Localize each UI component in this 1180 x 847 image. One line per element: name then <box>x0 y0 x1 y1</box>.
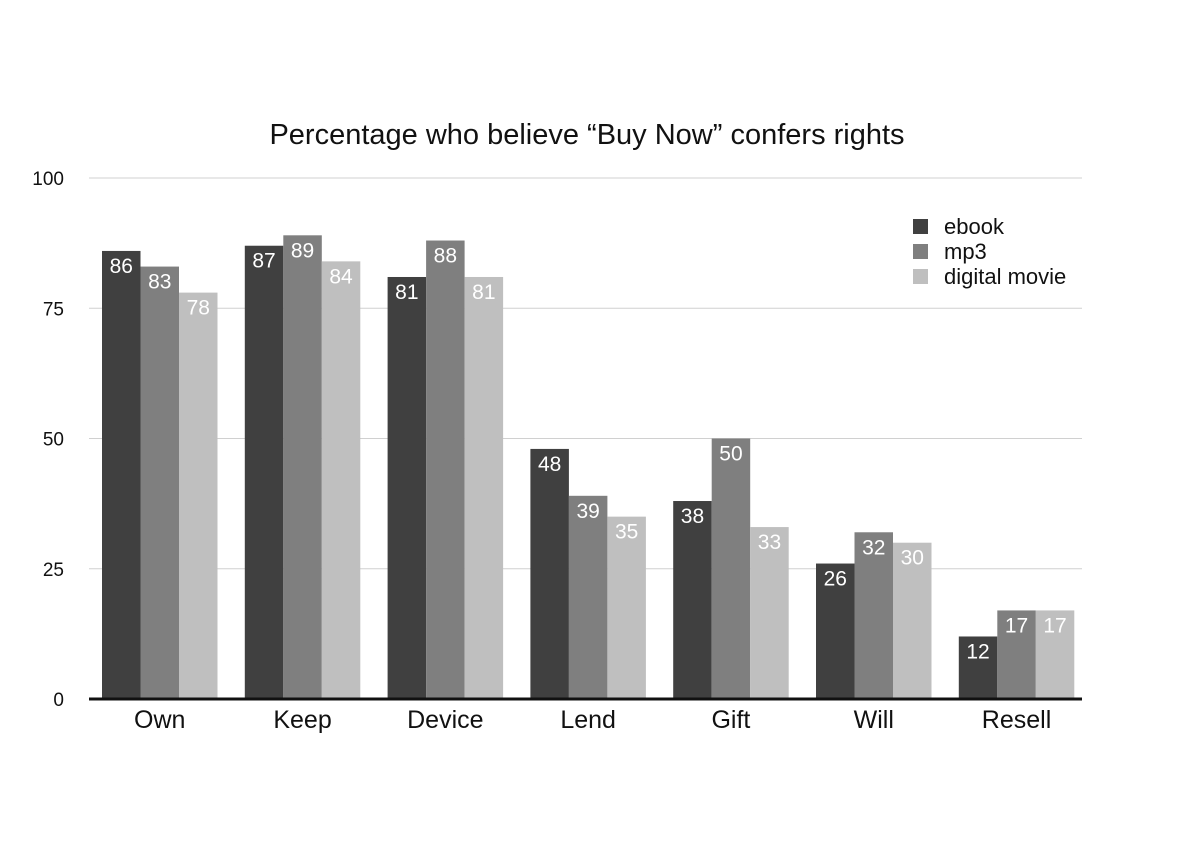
bar <box>816 563 855 699</box>
bar <box>179 292 218 699</box>
bar <box>464 276 504 699</box>
data-label: 87 <box>252 250 275 273</box>
legend-label: ebook <box>944 214 1005 239</box>
data-label: 48 <box>538 453 561 476</box>
chart-title: Percentage who believe “Buy Now” confers… <box>269 119 904 151</box>
x-tick-label: Will <box>854 706 894 734</box>
bar <box>854 532 893 699</box>
bar <box>607 516 646 699</box>
legend-swatch <box>913 219 928 234</box>
data-label: 50 <box>719 443 742 466</box>
bar <box>283 235 322 699</box>
y-axis-ticks: 0 25 50 75 100 <box>32 169 64 711</box>
data-label: 84 <box>329 265 353 288</box>
data-label: 38 <box>681 505 704 528</box>
legend-label: mp3 <box>944 239 987 264</box>
data-label: 33 <box>758 531 781 554</box>
bar <box>426 240 465 699</box>
data-label: 81 <box>472 281 495 304</box>
bar <box>1035 610 1075 699</box>
x-tick-label: Gift <box>711 706 750 734</box>
bar <box>958 636 998 699</box>
data-labels: 86 83 78 87 89 84 81 88 81 48 39 35 38 50 33 26 32 30 12 17… <box>110 239 1067 663</box>
data-label: 17 <box>1043 614 1066 637</box>
data-label: 78 <box>187 297 210 320</box>
data-label: 81 <box>395 281 418 304</box>
bar <box>244 245 284 700</box>
bar <box>997 610 1036 699</box>
bars <box>102 235 1075 700</box>
data-label: 86 <box>110 255 133 278</box>
legend-swatch <box>913 244 928 259</box>
bar <box>387 276 427 699</box>
data-label: 32 <box>862 536 885 559</box>
data-label: 83 <box>148 271 171 294</box>
data-label: 26 <box>824 568 847 591</box>
legend-swatch <box>913 269 928 284</box>
bar <box>321 261 361 699</box>
data-label: 12 <box>966 640 989 663</box>
data-label: 17 <box>1005 614 1028 637</box>
x-tick-label: Lend <box>560 706 616 734</box>
bar <box>140 266 179 699</box>
x-tick-label: Resell <box>982 706 1051 734</box>
bar <box>893 542 932 699</box>
data-label: 89 <box>291 239 314 262</box>
x-axis-ticks: Own Keep Device Lend Gift Will Resell <box>134 706 1051 734</box>
y-tick-label: 25 <box>43 560 64 581</box>
data-label: 88 <box>434 245 457 268</box>
bar <box>530 448 569 699</box>
bar <box>750 527 789 699</box>
data-label: 39 <box>576 500 599 523</box>
bar <box>568 495 608 699</box>
bar <box>711 438 751 699</box>
bar <box>673 501 712 699</box>
y-tick-label: 0 <box>53 690 64 711</box>
data-label: 30 <box>901 547 924 570</box>
y-tick-label: 75 <box>43 299 64 320</box>
x-tick-label: Own <box>134 706 185 734</box>
data-label: 35 <box>615 521 638 544</box>
y-tick-label: 100 <box>32 169 64 190</box>
y-tick-label: 50 <box>43 430 64 451</box>
legend-label: digital movie <box>944 264 1066 289</box>
bar <box>102 250 141 699</box>
x-tick-label: Device <box>407 706 483 734</box>
x-tick-label: Keep <box>273 706 331 734</box>
